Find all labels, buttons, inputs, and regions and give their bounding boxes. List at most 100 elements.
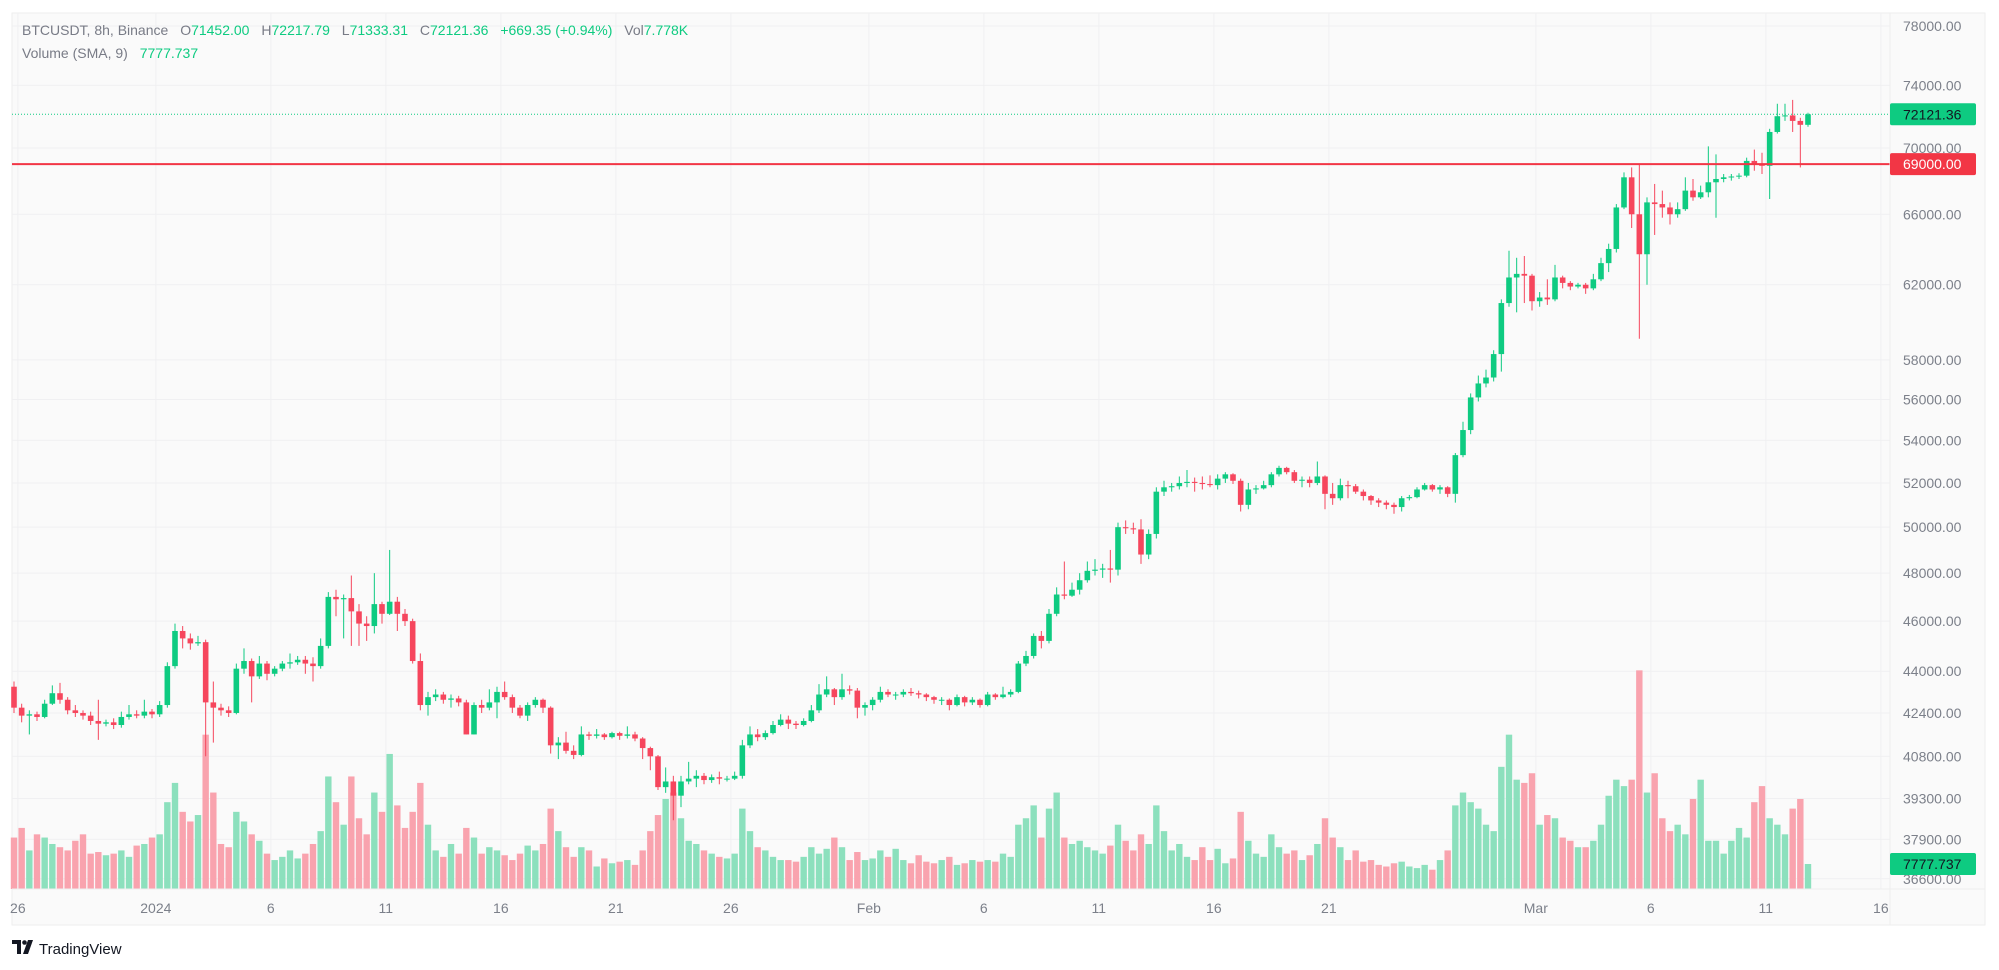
indicator-name[interactable]: Volume (SMA, 9) bbox=[22, 45, 128, 61]
candle bbox=[1720, 174, 1727, 183]
candle bbox=[1467, 393, 1474, 435]
volume-bar bbox=[685, 840, 692, 889]
candle bbox=[1360, 489, 1367, 501]
tradingview-logo[interactable]: TradingView bbox=[12, 940, 122, 959]
candle-body bbox=[1498, 303, 1505, 355]
candle bbox=[1582, 282, 1589, 294]
candle bbox=[984, 691, 991, 707]
candle bbox=[1038, 630, 1045, 649]
candle-body bbox=[954, 697, 960, 706]
candle-body bbox=[724, 778, 730, 780]
candle bbox=[601, 733, 608, 740]
candle-body bbox=[325, 596, 332, 646]
candle-body bbox=[1659, 204, 1666, 208]
candle bbox=[1253, 485, 1259, 494]
candle-body bbox=[831, 689, 838, 698]
candle-body bbox=[908, 691, 914, 694]
volume-bar bbox=[95, 852, 102, 889]
candle bbox=[915, 690, 922, 699]
volume-bar bbox=[1528, 773, 1536, 889]
close-label: C bbox=[419, 22, 431, 38]
candle bbox=[57, 682, 63, 704]
volume-bar bbox=[1114, 824, 1122, 889]
candle-body bbox=[762, 733, 769, 738]
volume-bar bbox=[1674, 824, 1681, 889]
volume-bar bbox=[723, 858, 731, 889]
candle-body bbox=[1682, 190, 1689, 210]
candle bbox=[1414, 487, 1420, 499]
time-tick-label: 16 bbox=[493, 900, 509, 916]
volume-bar bbox=[831, 837, 838, 889]
candle bbox=[141, 699, 148, 719]
volume-bar bbox=[762, 850, 769, 889]
volume-bar bbox=[562, 847, 570, 889]
candle-body bbox=[1452, 455, 1459, 494]
candle bbox=[1659, 190, 1666, 218]
volume-bar bbox=[409, 811, 416, 889]
volume-bar bbox=[1022, 818, 1030, 889]
volume-bar bbox=[263, 853, 271, 889]
candle bbox=[1621, 172, 1627, 210]
candle-body bbox=[1337, 485, 1344, 499]
candle bbox=[356, 604, 362, 646]
candle-body bbox=[1130, 528, 1137, 530]
candle bbox=[348, 575, 355, 646]
indicator-legend: Volume (SMA, 9) 7777.737 bbox=[22, 45, 198, 61]
candle-body bbox=[977, 699, 983, 706]
volume-bar bbox=[332, 802, 340, 889]
candle bbox=[1513, 257, 1520, 313]
candle-body bbox=[110, 722, 117, 725]
candle-body bbox=[662, 781, 669, 788]
volume-bar bbox=[1758, 786, 1766, 889]
candle-body bbox=[256, 663, 263, 677]
volume-bar bbox=[639, 850, 646, 889]
volume-bar bbox=[1306, 855, 1313, 889]
candle-body bbox=[586, 734, 592, 736]
candle-body bbox=[18, 707, 25, 716]
volume-bar bbox=[608, 863, 616, 889]
candle-body bbox=[41, 703, 48, 717]
candle-body bbox=[402, 613, 408, 622]
candle-body bbox=[1122, 527, 1129, 529]
time-axis[interactable]: 26 2024 6 11 16 21 26 Feb 6 11 16 21 Mar 6 11 16 bbox=[10, 900, 1889, 916]
volume-bar bbox=[1743, 837, 1750, 889]
candle-body bbox=[1460, 430, 1466, 456]
symbol-info[interactable]: BTCUSDT, 8h, Binance bbox=[22, 22, 169, 38]
candle-body bbox=[1651, 202, 1658, 205]
candle-body bbox=[1107, 568, 1114, 570]
candle bbox=[172, 623, 178, 669]
candle bbox=[179, 626, 186, 649]
volume-bar bbox=[1314, 843, 1321, 889]
volume-bar bbox=[1567, 840, 1574, 889]
volume-bar bbox=[248, 834, 255, 889]
candle bbox=[1697, 185, 1704, 200]
volume-bar bbox=[1513, 779, 1520, 889]
volume-bar bbox=[1651, 773, 1658, 889]
candle-body bbox=[946, 699, 953, 706]
candle-body bbox=[739, 745, 746, 776]
candle bbox=[900, 689, 907, 698]
candle bbox=[287, 653, 293, 669]
candle bbox=[854, 688, 861, 719]
candle bbox=[1605, 243, 1612, 273]
volume-bar bbox=[279, 856, 286, 889]
low-value: 71333.31 bbox=[349, 22, 408, 38]
candle bbox=[762, 730, 769, 740]
candle bbox=[1383, 500, 1390, 510]
volume-bar bbox=[41, 837, 48, 889]
volume-bar bbox=[754, 847, 761, 889]
candle-body bbox=[1138, 529, 1144, 555]
candle-body bbox=[1598, 263, 1604, 280]
volume-bar bbox=[1206, 860, 1214, 889]
volume-bar bbox=[1666, 831, 1674, 889]
candle bbox=[187, 633, 194, 650]
candle bbox=[1751, 149, 1758, 171]
candle-body bbox=[440, 694, 447, 700]
volume-bar bbox=[777, 860, 784, 889]
volume-bar bbox=[1252, 853, 1260, 889]
candle-body bbox=[1253, 488, 1259, 490]
volume-bar bbox=[1421, 864, 1428, 889]
candle-body bbox=[563, 742, 569, 751]
price-axis[interactable]: 78000.00 74000.00 70000.00 66000.00 62000.00… bbox=[1903, 18, 1962, 887]
